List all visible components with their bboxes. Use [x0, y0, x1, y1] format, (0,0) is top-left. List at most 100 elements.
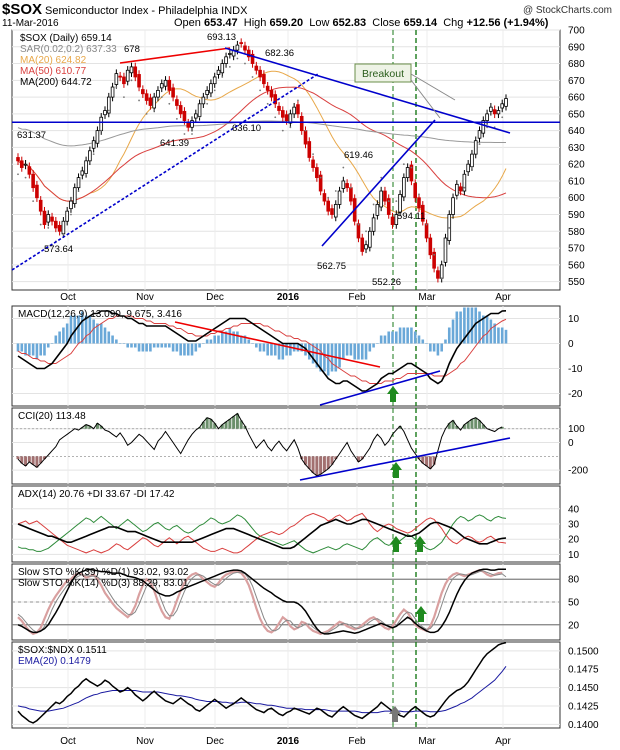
macd-histogram-bar	[470, 307, 474, 344]
sar-dot	[357, 223, 360, 226]
price-candle	[186, 118, 191, 132]
candle-body	[76, 177, 81, 189]
sar-dot	[342, 166, 345, 169]
price-panel: 550 560 570 580 590 600 610 620 630 640 650 660 670 6…	[11, 26, 585, 303]
x-tick-label: Feb	[348, 292, 366, 303]
price-candle	[65, 206, 69, 226]
sar-dot	[92, 153, 95, 156]
macd-histogram-bar	[77, 315, 80, 344]
price-tick-label: 560	[568, 260, 585, 271]
legend-entry: Slow STO %K(14) %D(3) 88.29, 83.01	[18, 578, 189, 589]
macd-histogram-bar	[489, 319, 493, 344]
adx-panel: 10 20 30 40 ADX(14) 20.76 +DI 33.67 -DI 17.4…	[11, 485, 580, 563]
price-candle	[394, 210, 399, 229]
x-tick-label: Apr	[495, 736, 511, 747]
macd-histogram-bar	[315, 343, 319, 368]
rising-trendline	[11, 73, 319, 271]
price-candle	[375, 200, 380, 220]
price-candle	[23, 160, 28, 170]
macd-histogram-bar	[251, 343, 254, 344]
price-candle	[110, 82, 115, 102]
macd-histogram-bar	[73, 315, 77, 344]
candle-body	[315, 167, 319, 179]
macd-histogram-bar	[16, 343, 20, 352]
macd-histogram-bar	[111, 335, 114, 344]
sar-dot	[145, 112, 148, 115]
callout-pointer	[410, 73, 456, 101]
candle-body	[250, 53, 255, 64]
price-tick-label: 580	[568, 227, 585, 238]
macd-tick-label: -20	[568, 389, 583, 400]
price-candle	[201, 92, 206, 108]
cci-tick-label: -200	[568, 466, 588, 477]
x-tick-label: 2016	[277, 292, 300, 303]
candle-body	[125, 69, 130, 82]
price-candle	[428, 233, 433, 259]
price-tick-label: 630	[568, 143, 585, 154]
sar-dot	[259, 89, 262, 92]
sar-dot	[130, 79, 133, 82]
price-annotation: 573.64	[44, 244, 73, 255]
candle-body	[489, 106, 493, 112]
price-candle	[103, 106, 107, 119]
price-candle	[80, 166, 85, 180]
price-candle	[405, 163, 410, 182]
price-candle	[341, 176, 346, 193]
price-tick-label: 620	[568, 160, 585, 171]
price-candle	[269, 86, 274, 102]
price-annotation: 636.10	[232, 123, 261, 134]
sar-dot	[312, 153, 314, 156]
sar-dot	[478, 143, 481, 145]
macd-histogram-bar	[149, 343, 152, 352]
macd-histogram-bar	[198, 343, 201, 348]
candle-body	[330, 208, 334, 215]
price-candle	[31, 170, 35, 192]
macd-histogram-bar	[504, 329, 508, 344]
macd-histogram-bar	[300, 343, 304, 352]
sar-dot	[372, 203, 375, 206]
adx-line	[17, 518, 507, 550]
ma20-line	[17, 70, 507, 219]
macd-histogram-bar	[164, 343, 167, 348]
candle-body	[235, 44, 240, 51]
price-annotation: 641.39	[160, 138, 189, 149]
macd-histogram-bar	[394, 331, 398, 344]
low-value: 652.83	[332, 17, 367, 29]
price-candle	[368, 227, 372, 252]
price-candle	[337, 186, 342, 209]
macd-histogram-bar	[342, 343, 345, 360]
candle-body	[492, 109, 497, 115]
sar-dot	[433, 253, 436, 256]
stoch-tick-label: 20	[568, 620, 580, 631]
price-candle	[345, 179, 349, 192]
price-tick-label: 600	[568, 193, 585, 204]
macd-histogram-bar	[205, 339, 209, 344]
symbol: $SOX	[2, 1, 43, 18]
macd-histogram-bar	[65, 323, 69, 344]
candle-body	[84, 160, 88, 174]
candle-body	[296, 104, 300, 115]
macd-tick-label: 10	[568, 314, 580, 325]
price-candle	[209, 79, 213, 98]
macd-histogram-bar	[133, 343, 137, 348]
macd-histogram-bar	[115, 339, 118, 344]
macd-histogram-bar	[156, 343, 160, 348]
legend-entry: SAR(0.02,0.2) 637.33	[20, 44, 117, 55]
ma50-line	[17, 86, 507, 202]
macd-histogram-bar	[338, 343, 341, 368]
price-candle	[383, 186, 387, 206]
price-candle	[95, 126, 100, 148]
sar-dot	[455, 196, 458, 199]
close-value: 659.14	[403, 17, 438, 29]
macd-histogram-bar	[194, 343, 198, 352]
price-annotation: 619.46	[344, 150, 373, 161]
candle-body	[364, 244, 368, 250]
candle-body	[129, 66, 134, 74]
sar-dot	[62, 233, 65, 236]
candle-body	[470, 153, 474, 168]
price-candle	[69, 196, 73, 213]
price-candle	[224, 52, 228, 68]
candle-body	[137, 74, 141, 88]
price-candle	[178, 101, 183, 119]
macd-histogram-bar	[236, 331, 239, 344]
